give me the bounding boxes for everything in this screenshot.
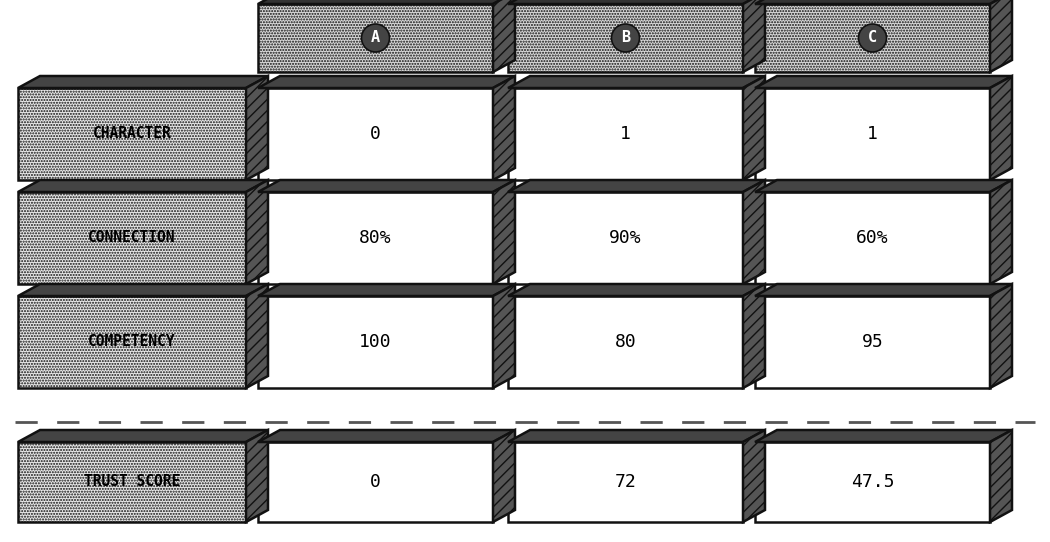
Circle shape xyxy=(859,24,886,52)
Polygon shape xyxy=(990,76,1012,180)
Polygon shape xyxy=(258,430,514,442)
Polygon shape xyxy=(990,180,1012,284)
Text: 95: 95 xyxy=(862,333,883,351)
Polygon shape xyxy=(258,180,514,192)
Bar xyxy=(258,192,494,284)
Polygon shape xyxy=(743,430,765,522)
Polygon shape xyxy=(258,76,514,88)
Text: CHARACTER: CHARACTER xyxy=(92,126,171,141)
Polygon shape xyxy=(494,284,514,388)
Polygon shape xyxy=(990,284,1012,388)
Polygon shape xyxy=(755,76,1012,88)
Bar xyxy=(508,192,743,284)
Text: 1: 1 xyxy=(867,125,878,143)
Polygon shape xyxy=(508,0,765,4)
Bar xyxy=(508,4,743,72)
Circle shape xyxy=(611,24,639,52)
Polygon shape xyxy=(508,76,765,88)
Text: TRUST SCORE: TRUST SCORE xyxy=(84,474,181,489)
Polygon shape xyxy=(246,430,268,522)
Text: C: C xyxy=(868,30,877,46)
Polygon shape xyxy=(508,180,765,192)
Text: COMPETENCY: COMPETENCY xyxy=(88,334,175,350)
Polygon shape xyxy=(18,430,268,442)
Polygon shape xyxy=(755,180,1012,192)
Bar xyxy=(755,4,990,72)
Polygon shape xyxy=(508,284,765,296)
Text: CONNECTION: CONNECTION xyxy=(88,230,175,246)
Polygon shape xyxy=(743,0,765,72)
Text: 60%: 60% xyxy=(856,229,888,247)
Bar xyxy=(755,88,990,180)
Polygon shape xyxy=(18,284,268,296)
Text: 72: 72 xyxy=(614,473,636,491)
Polygon shape xyxy=(508,430,765,442)
Bar xyxy=(508,88,743,180)
Text: 47.5: 47.5 xyxy=(850,473,895,491)
Bar xyxy=(755,192,990,284)
Bar xyxy=(258,296,494,388)
Text: B: B xyxy=(621,30,630,46)
Text: 80: 80 xyxy=(614,333,636,351)
Bar xyxy=(508,442,743,522)
Polygon shape xyxy=(494,430,514,522)
Bar xyxy=(18,88,246,180)
Bar xyxy=(258,88,494,180)
Polygon shape xyxy=(246,284,268,388)
Polygon shape xyxy=(258,284,514,296)
Text: 80%: 80% xyxy=(359,229,392,247)
Text: 0: 0 xyxy=(370,473,381,491)
Polygon shape xyxy=(18,76,268,88)
Polygon shape xyxy=(246,76,268,180)
Bar xyxy=(258,442,494,522)
Text: 1: 1 xyxy=(621,125,631,143)
Polygon shape xyxy=(494,76,514,180)
Polygon shape xyxy=(743,284,765,388)
Bar xyxy=(508,296,743,388)
Polygon shape xyxy=(743,76,765,180)
Bar xyxy=(18,192,246,284)
Bar xyxy=(258,4,494,72)
Polygon shape xyxy=(755,0,1012,4)
Text: 0: 0 xyxy=(370,125,381,143)
Polygon shape xyxy=(18,180,268,192)
Polygon shape xyxy=(494,180,514,284)
Polygon shape xyxy=(743,180,765,284)
Polygon shape xyxy=(755,430,1012,442)
Bar xyxy=(18,442,246,522)
Polygon shape xyxy=(246,180,268,284)
Circle shape xyxy=(361,24,390,52)
Polygon shape xyxy=(990,430,1012,522)
Polygon shape xyxy=(494,0,514,72)
Polygon shape xyxy=(258,0,514,4)
Text: 90%: 90% xyxy=(609,229,642,247)
Polygon shape xyxy=(755,284,1012,296)
Bar xyxy=(755,442,990,522)
Bar xyxy=(18,296,246,388)
Polygon shape xyxy=(990,0,1012,72)
Text: A: A xyxy=(371,30,380,46)
Bar xyxy=(755,296,990,388)
Text: 100: 100 xyxy=(359,333,392,351)
